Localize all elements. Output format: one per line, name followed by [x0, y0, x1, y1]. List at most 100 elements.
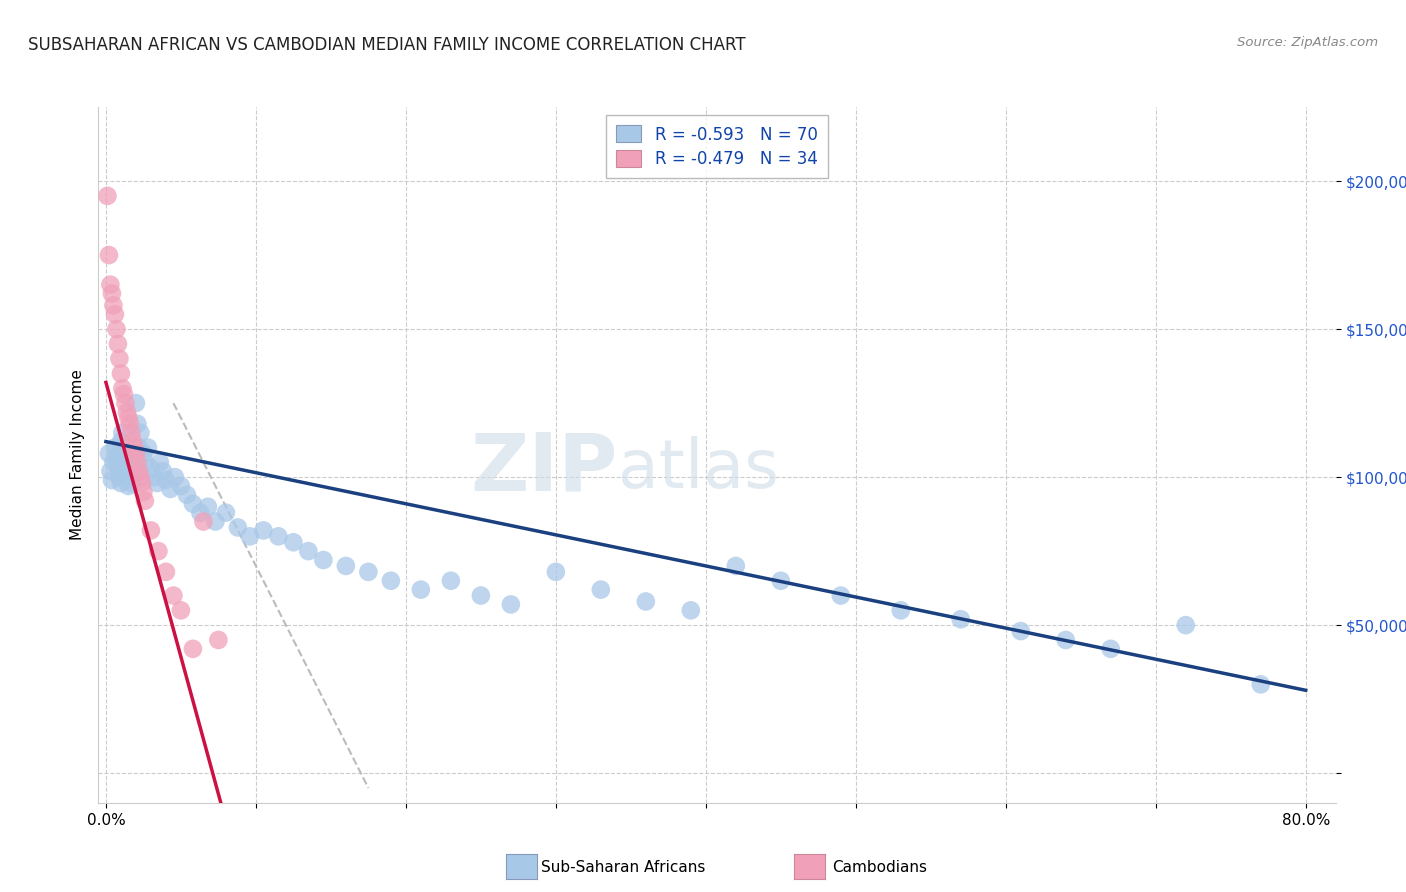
Point	[163, 470, 186, 484]
Point	[190, 506, 212, 520]
Point	[239, 529, 262, 543]
Point	[103, 298, 125, 312]
Point	[122, 434, 145, 449]
Point	[181, 497, 204, 511]
Point	[149, 455, 172, 469]
Point	[124, 441, 146, 455]
Point	[159, 482, 181, 496]
Point	[105, 322, 128, 336]
Point	[96, 189, 118, 203]
Point	[152, 464, 174, 478]
Point	[440, 574, 463, 588]
Point	[193, 515, 215, 529]
Point	[115, 405, 138, 419]
Point	[380, 574, 402, 588]
Point	[110, 476, 132, 491]
Point	[97, 446, 120, 460]
Point	[1174, 618, 1197, 632]
Point	[890, 603, 912, 617]
Point	[136, 441, 159, 455]
Point	[110, 434, 132, 449]
Point	[101, 286, 124, 301]
Point	[111, 425, 134, 440]
Point	[679, 603, 702, 617]
Point	[134, 455, 156, 469]
Point	[100, 277, 122, 292]
Point	[104, 307, 127, 321]
Point	[134, 493, 156, 508]
Point	[357, 565, 380, 579]
Point	[139, 461, 162, 475]
Point	[589, 582, 612, 597]
Point	[125, 396, 148, 410]
Point	[118, 417, 141, 431]
Legend: R = -0.593   N = 70, R = -0.479   N = 34: R = -0.593 N = 70, R = -0.479 N = 34	[606, 115, 828, 178]
Point	[112, 446, 135, 460]
Y-axis label: Median Family Income: Median Family Income	[69, 369, 84, 541]
Point	[830, 589, 852, 603]
Point	[131, 476, 153, 491]
Point	[1099, 641, 1122, 656]
Point	[724, 558, 747, 573]
Point	[115, 470, 138, 484]
Point	[409, 582, 432, 597]
Point	[105, 450, 128, 464]
Point	[117, 452, 139, 467]
Point	[1010, 624, 1032, 638]
Point	[197, 500, 219, 514]
Text: SUBSAHARAN AFRICAN VS CAMBODIAN MEDIAN FAMILY INCOME CORRELATION CHART: SUBSAHARAN AFRICAN VS CAMBODIAN MEDIAN F…	[28, 36, 745, 54]
Point	[170, 479, 193, 493]
Point	[215, 506, 238, 520]
Point	[1054, 632, 1077, 647]
Point	[122, 455, 145, 469]
Point	[634, 594, 657, 608]
Point	[103, 455, 125, 469]
Point	[148, 544, 170, 558]
Point	[312, 553, 335, 567]
Point	[176, 488, 198, 502]
Point	[100, 464, 122, 478]
Point	[112, 387, 135, 401]
Point	[499, 598, 522, 612]
Text: atlas: atlas	[619, 436, 779, 502]
Point	[226, 520, 249, 534]
Text: Source: ZipAtlas.com: Source: ZipAtlas.com	[1237, 36, 1378, 49]
Text: Sub-Saharan Africans: Sub-Saharan Africans	[541, 860, 706, 874]
Point	[297, 544, 319, 558]
Point	[142, 470, 165, 484]
Point	[111, 381, 134, 395]
Point	[97, 248, 120, 262]
Point	[124, 470, 146, 484]
Point	[139, 524, 162, 538]
Point	[155, 565, 177, 579]
Point	[114, 461, 136, 475]
Point	[127, 455, 149, 469]
Point	[114, 396, 136, 410]
Point	[132, 446, 155, 460]
Point	[170, 603, 193, 617]
Point	[181, 641, 204, 656]
Point	[104, 441, 127, 455]
Point	[118, 467, 141, 482]
Point	[155, 473, 177, 487]
Point	[108, 351, 131, 366]
Point	[252, 524, 274, 538]
Point	[204, 515, 226, 529]
Point	[132, 484, 155, 499]
Point	[146, 476, 169, 491]
Point	[110, 367, 132, 381]
Point	[267, 529, 290, 543]
Point	[128, 464, 150, 478]
Point	[107, 458, 129, 473]
Point	[283, 535, 305, 549]
Point	[769, 574, 792, 588]
Point	[125, 446, 148, 460]
Point	[162, 589, 184, 603]
Point	[949, 612, 972, 626]
Point	[544, 565, 567, 579]
Point	[127, 417, 149, 431]
Text: ZIP: ZIP	[471, 430, 619, 508]
Point	[470, 589, 492, 603]
Text: Cambodians: Cambodians	[832, 860, 928, 874]
Point	[1250, 677, 1272, 691]
